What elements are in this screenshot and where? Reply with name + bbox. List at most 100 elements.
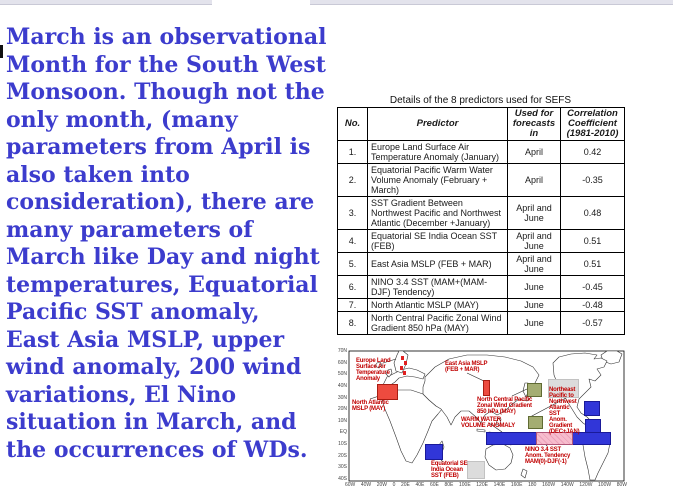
longitude-tick-label: 60E (430, 482, 439, 488)
cell-used-for: April (507, 163, 561, 197)
longitude-axis: 60W 40W 20W 0 20E 40E 60E 80E 100E 120E 140E 160E 18… (345, 483, 627, 488)
cell-no: 6. (337, 275, 368, 299)
island-philippines (495, 417, 502, 427)
north-central-pacific-wind-box-south (528, 416, 543, 429)
europe-temp-dot (400, 366, 403, 370)
cell-correlation: -0.35 (560, 163, 625, 197)
col-header-correlation: Correlation Coefficient (1981-2010) (560, 107, 625, 141)
cell-used-for: June (507, 298, 561, 312)
latitude-tick-label: 10S (338, 441, 347, 447)
table-row: 2. Equatorial Pacific Warm Water Volume … (337, 163, 625, 197)
island-new-zealand (520, 468, 528, 479)
continent-asia (422, 354, 540, 426)
table-title: Details of the 8 predictors used for SEF… (389, 95, 572, 106)
northwest-atlantic-sst-box (584, 401, 600, 416)
cell-predictor: North Atlantic MSLP (MAY) (367, 298, 508, 312)
europe-temp-dot (404, 361, 407, 365)
cell-no: 3. (337, 196, 368, 230)
cell-used-for: April (507, 140, 561, 164)
longitude-tick-label: 100E (459, 482, 471, 488)
cell-predictor: North Central Pacific Zonal Wind Gradien… (367, 311, 508, 335)
latitude-tick-label: EQ (339, 429, 347, 436)
longitude-tick-label: 120W (579, 482, 593, 488)
northeast-pacific-gray-box (548, 379, 579, 398)
table-row: 8. North Central Pacific Zonal Wind Grad… (337, 311, 625, 335)
longitude-tick-label: 140W (560, 482, 574, 488)
cell-correlation: 0.48 (560, 196, 625, 230)
longitude-tick-label: 80W (616, 482, 627, 488)
north-central-pacific-wind-box-north (527, 383, 542, 397)
predictor-regions-map: Europe Land Surface Air Temperature Anom… (337, 348, 631, 495)
nino34-sst-box (536, 432, 573, 445)
cell-predictor: East Asia MSLP (FEB + MAR) (367, 252, 508, 276)
latitude-axis: 70N 60N 50N 40N 30N 20N 10N EQ 10S 20S 30S 40S (337, 348, 348, 482)
warm-water-volume-label: WARM WATER VOLUME ANOMALY (461, 417, 516, 429)
cell-used-for: June (507, 311, 561, 335)
predictors-table: No. Predictor Used for forecasts in Corr… (337, 107, 625, 335)
latitude-tick-label: 50N (337, 371, 347, 378)
table-row: 7. North Atlantic MSLP (MAY) June -0.48 (337, 298, 625, 312)
cell-no: 7. (337, 298, 368, 312)
longitude-tick-label: 20W (376, 482, 388, 488)
cell-predictor: NINO 3.4 SST (MAM+(MAM-DJF) Tendency) (367, 275, 508, 299)
longitude-tick-label: 0 (392, 482, 396, 488)
australia-gray-box (467, 461, 485, 479)
top-bar-left-segment (0, 0, 212, 5)
cell-used-for: June (507, 275, 561, 299)
longitude-tick-label: 180 (528, 482, 537, 488)
latitude-tick-label: 60N (337, 359, 347, 366)
latitude-tick-label: 70N (337, 348, 347, 354)
north-central-pacific-label: North Central Pacific Zonal Wind Gradien… (477, 397, 533, 415)
latitude-tick-label: 40N (337, 382, 347, 389)
cell-no: 2. (337, 163, 368, 197)
world-map-outline (348, 350, 625, 482)
equatorial-se-india-label: Equatorial SE India Ocean SST (FEB) (431, 461, 468, 479)
cell-predictor: Equatorial SE India Ocean SST (FEB) (367, 229, 508, 253)
cell-no: 5. (337, 252, 368, 276)
cell-correlation: 0.51 (560, 252, 625, 276)
predictors-table-section: Details of the 8 predictors used for SEF… (337, 95, 625, 335)
north-atlantic-mslp-box (377, 384, 398, 400)
table-row: 4. Equatorial SE India Ocean SST (FEB) A… (337, 229, 625, 253)
longitude-tick-label: 160E (510, 482, 523, 488)
longitude-tick-label: 60W (345, 482, 356, 488)
longitude-tick-label: 80E (444, 482, 454, 488)
island-uk (385, 368, 393, 378)
longitude-tick-label: 40W (360, 482, 372, 488)
latitude-tick-label: 30N (337, 394, 347, 401)
northeast-pacific-gradient-label: Northeast Pacific to Northwest Atlantic … (549, 387, 580, 435)
europe-temp-dot (403, 371, 406, 375)
cell-correlation: 0.42 (560, 140, 625, 164)
top-bar-right-segment (310, 0, 673, 5)
longitude-tick-label: 160W (542, 482, 556, 488)
col-header-used-for: Used for forecasts in (507, 107, 561, 141)
cell-predictor: Europe Land Surface Air Temperature Anom… (367, 140, 508, 164)
longitude-tick-label: 140E (493, 482, 506, 488)
cell-correlation: -0.57 (560, 311, 625, 335)
cell-correlation: -0.48 (560, 298, 625, 312)
east-asia-mslp-label: East Asia MSLP (FEB + MAR) (445, 361, 488, 373)
latitude-tick-label: 20N (337, 406, 347, 413)
cell-no: 8. (337, 311, 368, 335)
table-row: 1. Europe Land Surface Air Temperature A… (337, 140, 625, 164)
europe-land-temp-label: Europe Land Surface Air Temperature Anom… (356, 358, 391, 382)
east-asia-mslp-box (483, 380, 490, 396)
cell-correlation: 0.51 (560, 229, 625, 253)
table-row: 3. SST Gradient Between Northwest Pacifi… (337, 196, 625, 230)
latitude-tick-label: 30S (338, 464, 347, 471)
latitude-tick-label: 20S (338, 452, 347, 459)
cell-used-for: April and June (507, 196, 561, 230)
col-header-no: No. (337, 107, 368, 141)
cell-no: 4. (337, 229, 368, 253)
latitude-tick-label: 10N (337, 417, 347, 424)
longitude-tick-label: 120E (476, 482, 488, 488)
north-atlantic-mslp-label: North Atlantic MSLP (MAY) (352, 400, 389, 412)
slide-body-text: March is an observational Month for the … (6, 24, 327, 463)
equatorial-se-india-ocean-box (425, 444, 443, 460)
left-edge-marker (0, 45, 3, 58)
longitude-tick-label: 100W (598, 482, 612, 488)
europe-temp-dot (401, 356, 404, 360)
cell-no: 1. (337, 140, 368, 164)
continent-north-america (552, 352, 608, 428)
